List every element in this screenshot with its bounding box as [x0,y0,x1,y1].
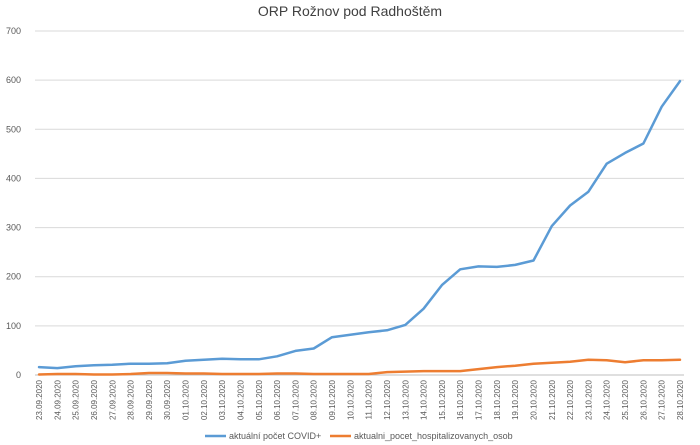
y-tick-label: 0 [16,370,21,380]
x-tick-label: 19.10.2020 [511,379,520,420]
y-tick-label: 100 [6,321,21,331]
legend-label-hospitalized: aktualni_pocet_hospitalizovanych_osob [354,431,513,441]
x-tick-label: 21.10.2020 [548,379,557,420]
x-tick-label: 28.09.2020 [127,379,136,420]
chart-title: ORP Rožnov pod Radhoštěm [258,3,442,19]
x-tick-label: 12.10.2020 [383,379,392,420]
x-tick-label: 09.10.2020 [328,379,337,420]
x-tick-label: 03.10.2020 [218,379,227,420]
y-tick-label: 500 [6,124,21,134]
y-axis: 0 100 200 300 400 500 600 700 [6,26,21,380]
x-tick-label: 27.10.2020 [658,379,667,420]
x-axis: 23.09.2020 24.09.2020 25.09.2020 26.09.2020… [35,379,685,420]
x-tick-label: 18.10.2020 [493,379,502,420]
y-tick-label: 300 [6,223,21,233]
x-tick-label: 07.10.2020 [291,379,300,420]
x-tick-label: 28.10.2020 [676,379,685,420]
x-tick-label: 29.09.2020 [145,379,154,420]
x-tick-label: 15.10.2020 [438,379,447,420]
x-tick-label: 14.10.2020 [420,379,429,420]
grid-lines [35,30,684,376]
legend-label-covid: aktuální počet COVID+ [229,431,321,441]
x-tick-label: 04.10.2020 [236,379,245,420]
y-tick-label: 700 [6,26,21,36]
x-tick-label: 24.10.2020 [603,379,612,420]
x-tick-label: 22.10.2020 [566,379,575,420]
x-tick-label: 08.10.2020 [310,379,319,420]
x-tick-label: 20.10.2020 [529,379,538,420]
series-line-covid [37,79,682,370]
x-tick-label: 06.10.2020 [273,379,282,420]
x-tick-label: 13.10.2020 [401,379,410,420]
x-tick-label: 10.10.2020 [346,379,355,420]
x-tick-label: 02.10.2020 [200,379,209,420]
x-tick-label: 26.10.2020 [639,379,648,420]
x-tick-label: 27.09.2020 [108,379,117,420]
x-tick-label: 30.09.2020 [163,379,172,420]
x-tick-label: 01.10.2020 [182,379,191,420]
series-line-hospitalized [37,358,682,376]
x-tick-label: 05.10.2020 [255,379,264,420]
x-tick-label: 23.10.2020 [584,379,593,420]
x-tick-label: 17.10.2020 [475,379,484,420]
y-tick-label: 600 [6,75,21,85]
x-tick-label: 25.10.2020 [621,379,630,420]
x-tick-label: 11.10.2020 [365,379,374,419]
x-tick-label: 23.09.2020 [35,379,44,420]
x-tick-label: 26.09.2020 [90,379,99,420]
series-lines [37,79,682,376]
legend: aktuální počet COVID+ aktualni_pocet_hos… [205,431,513,441]
y-tick-label: 400 [6,173,21,183]
x-tick-label: 25.09.2020 [72,379,81,420]
x-tick-label: 24.09.2020 [53,379,62,420]
y-tick-label: 200 [6,272,21,282]
x-tick-label: 16.10.2020 [456,379,465,420]
